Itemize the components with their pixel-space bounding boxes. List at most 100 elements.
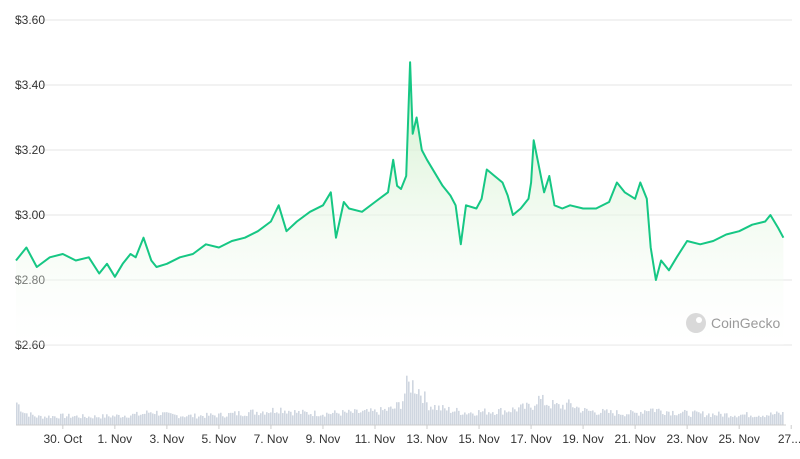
volume-bar	[738, 416, 740, 425]
volume-bar	[20, 411, 22, 425]
volume-bar	[494, 414, 496, 425]
x-tick-label: 23. Nov	[666, 432, 707, 446]
volume-bar	[564, 409, 566, 425]
volume-bar	[734, 415, 736, 425]
volume-bar	[70, 417, 72, 425]
x-tick-label: 7. Nov	[254, 432, 289, 446]
volume-bar	[260, 413, 262, 425]
volume-bar	[628, 414, 630, 425]
volume-bar	[378, 414, 380, 425]
volume-bar	[208, 415, 210, 425]
volume-bar	[206, 412, 208, 425]
volume-bar	[456, 407, 458, 425]
volume-bar	[146, 410, 148, 425]
volume-bar	[288, 410, 290, 425]
volume-bar	[432, 409, 434, 425]
volume-bar	[156, 410, 158, 425]
volume-bar	[358, 413, 360, 425]
volume-bar	[512, 407, 514, 425]
volume-bar	[170, 413, 172, 425]
volume-bar	[320, 415, 322, 425]
volume-bar	[160, 415, 162, 425]
volume-bar	[314, 410, 316, 425]
volume-bar	[744, 414, 746, 425]
x-tick-label: 5. Nov	[202, 432, 237, 446]
volume-bar	[74, 416, 76, 425]
volume-bar	[434, 404, 436, 425]
volume-bar	[560, 408, 562, 425]
volume-bar	[36, 417, 38, 425]
volume-bar	[200, 415, 202, 425]
volume-bar	[642, 413, 644, 425]
volume-bar	[184, 417, 186, 425]
volume-bar	[696, 411, 698, 425]
volume-bar	[380, 407, 382, 425]
volume-bar	[648, 411, 650, 425]
volume-bar	[350, 411, 352, 425]
volume-bar	[130, 415, 132, 425]
volume-bar	[16, 402, 18, 425]
volume-bar	[638, 415, 640, 425]
volume-bar	[32, 414, 34, 425]
volume-bar	[424, 391, 426, 425]
volume-bar	[580, 412, 582, 425]
volume-bar	[604, 410, 606, 425]
volume-bar	[218, 413, 220, 425]
volume-bar	[438, 405, 440, 425]
volume-bar	[750, 415, 752, 425]
volume-bar	[704, 417, 706, 425]
volume-bar	[664, 415, 666, 425]
volume-bar	[26, 413, 28, 425]
volume-bar	[486, 414, 488, 425]
volume-bar	[608, 412, 610, 425]
volume-bar	[348, 409, 350, 425]
volume-bar	[592, 410, 594, 425]
volume-bar	[626, 414, 628, 425]
volume-bar	[374, 409, 376, 425]
volume-bar	[708, 413, 710, 425]
volume-bar	[758, 415, 760, 425]
volume-bar	[428, 410, 430, 425]
x-tick-label: 25. Nov	[718, 432, 759, 446]
volume-bar	[38, 415, 40, 425]
volume-bar	[120, 417, 122, 425]
volume-bar	[102, 414, 104, 425]
volume-bar	[500, 407, 502, 425]
volume-bar	[176, 415, 178, 425]
volume-bar	[536, 404, 538, 425]
volume-bar	[22, 412, 24, 425]
volume-bar	[346, 412, 348, 425]
volume-bar	[274, 413, 276, 425]
volume-bar	[528, 403, 530, 425]
volume-bar	[732, 416, 734, 425]
volume-bar	[204, 417, 206, 425]
volume-bar	[302, 409, 304, 425]
volume-bar	[578, 407, 580, 425]
volume-bar	[412, 380, 414, 425]
price-line	[15, 61, 785, 281]
volume-bar	[306, 411, 308, 425]
volume-bar	[342, 410, 344, 425]
volume-bar	[258, 415, 260, 425]
volume-bar	[312, 416, 314, 425]
volume-bar	[40, 415, 42, 425]
volume-bar	[228, 412, 230, 425]
volume-bar	[526, 402, 528, 425]
volume-bar	[48, 415, 50, 425]
volume-bar	[254, 414, 256, 425]
volume-bar	[82, 414, 84, 425]
volume-bar	[94, 415, 96, 425]
volume-bar	[196, 418, 198, 425]
volume-bar	[256, 411, 258, 425]
volume-bar	[110, 417, 112, 425]
volume-bar	[730, 416, 732, 425]
volume-bar	[572, 407, 574, 425]
volume-bar	[672, 410, 674, 425]
volume-bar	[596, 414, 598, 425]
volume-bar	[186, 416, 188, 425]
volume-bar	[216, 417, 218, 425]
volume-bar	[680, 413, 682, 425]
volume-bar	[650, 408, 652, 425]
volume-bar	[154, 414, 156, 425]
volume-bar	[246, 416, 248, 425]
